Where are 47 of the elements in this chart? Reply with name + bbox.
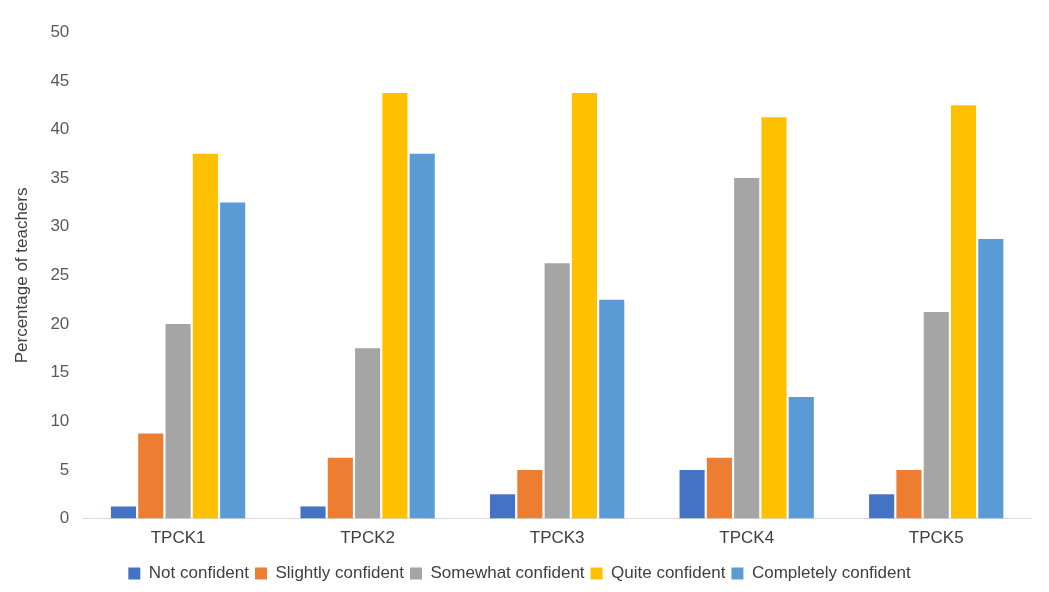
bar bbox=[517, 469, 543, 519]
legend-label: Quite confident bbox=[611, 563, 726, 583]
y-axis-title: Percentage of teachers bbox=[11, 187, 31, 364]
bar bbox=[950, 105, 977, 519]
legend-label: Somewhat confident bbox=[430, 563, 585, 583]
bar bbox=[571, 93, 597, 519]
bar bbox=[110, 506, 137, 519]
bar bbox=[192, 153, 218, 519]
bar bbox=[409, 153, 435, 519]
x-tick-label: TPCK5 bbox=[908, 528, 964, 548]
y-tick-label: 20 bbox=[50, 313, 70, 333]
bar bbox=[138, 433, 164, 519]
bar bbox=[788, 397, 814, 519]
y-tick-label: 30 bbox=[50, 216, 70, 236]
bar bbox=[355, 348, 381, 519]
bar bbox=[165, 324, 191, 519]
x-tick-label: TPCK3 bbox=[529, 528, 585, 548]
y-tick-label: 35 bbox=[50, 167, 70, 187]
bar bbox=[599, 299, 625, 519]
y-tick-label: 15 bbox=[50, 362, 70, 382]
bar bbox=[220, 202, 246, 519]
bar bbox=[923, 311, 949, 519]
bar bbox=[706, 457, 732, 519]
legend-label: Slightly confident bbox=[275, 563, 405, 583]
legend-label: Completely confident bbox=[751, 563, 911, 583]
y-tick-label: 25 bbox=[50, 265, 70, 285]
bar bbox=[679, 469, 705, 519]
x-tick-label: TPCK2 bbox=[340, 528, 396, 548]
bar bbox=[327, 457, 353, 519]
bar bbox=[490, 494, 516, 519]
y-tick-label: 40 bbox=[50, 119, 70, 139]
x-tick-label: TPCK1 bbox=[150, 528, 206, 548]
bar bbox=[869, 494, 895, 519]
bar bbox=[382, 93, 408, 519]
legend-label: Not confident bbox=[148, 563, 250, 583]
bar bbox=[300, 506, 326, 519]
bar bbox=[734, 178, 760, 519]
bar bbox=[978, 238, 1004, 519]
y-tick-label: 10 bbox=[50, 411, 70, 431]
bar bbox=[761, 117, 787, 519]
y-tick-label: 50 bbox=[50, 21, 70, 41]
y-tick-label: 5 bbox=[59, 459, 70, 479]
y-tick-label: 0 bbox=[59, 508, 70, 528]
y-tick-label: 45 bbox=[50, 70, 70, 90]
bar bbox=[544, 263, 570, 519]
x-tick-label: TPCK4 bbox=[719, 528, 775, 548]
bar bbox=[896, 469, 922, 519]
